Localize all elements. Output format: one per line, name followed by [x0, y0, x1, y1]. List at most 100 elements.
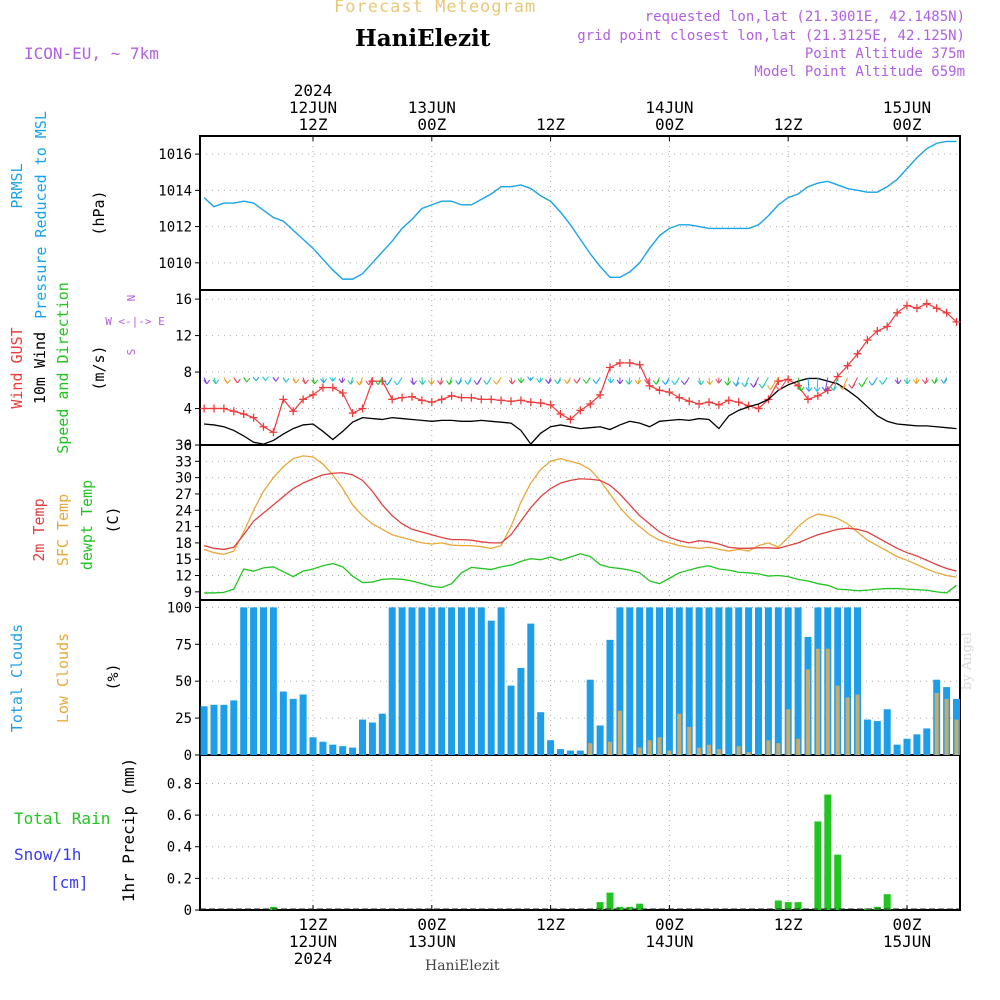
gust-marker	[625, 358, 634, 367]
wind-direction-arrow	[582, 377, 591, 384]
snow-unit-label: [cm]	[50, 873, 89, 892]
gust-marker	[596, 390, 605, 399]
gust-marker	[566, 415, 575, 424]
total-cloud-bar	[487, 620, 495, 755]
bottom-time-label: 12Z	[536, 915, 565, 934]
wind-direction-arrow	[302, 377, 309, 385]
total-cloud-bar	[576, 750, 584, 755]
low-cloud-bar	[855, 694, 860, 755]
gust-marker	[863, 336, 872, 345]
rain-bar	[269, 906, 277, 910]
bottom-time-label: 00Z	[417, 915, 446, 934]
wind-direction-arrow	[616, 377, 624, 385]
gust-marker	[794, 381, 803, 390]
y-tick-label: 0.4	[167, 840, 192, 856]
y-tick-label: 36	[175, 438, 192, 454]
gust-marker	[388, 395, 397, 404]
gust-marker	[813, 391, 822, 400]
total-cloud-bar	[210, 704, 218, 755]
bottom-time-label: 15JUN	[883, 932, 931, 951]
wind-direction-arrow	[545, 377, 552, 384]
temp2m-label: 2m Temp	[30, 498, 48, 561]
wind-direction-arrow	[563, 377, 571, 384]
gust-marker	[249, 413, 258, 422]
bottom-time-label: 00Z	[893, 915, 922, 934]
wind-direction-arrow	[750, 377, 759, 388]
temp-unit: (C)	[104, 506, 122, 533]
total-cloud-bar	[626, 607, 634, 755]
top-time-label: 00Z	[655, 115, 684, 134]
wind-direction-arrow	[767, 377, 779, 390]
precip-unit-label: 1hr Precip (mm)	[119, 758, 138, 903]
gust-marker	[210, 404, 218, 413]
total-cloud-bar	[329, 744, 337, 755]
pressure-line	[203, 140, 957, 280]
total-cloud-bar	[715, 607, 723, 755]
wind-direction-arrow	[212, 377, 220, 385]
gust-marker	[318, 383, 327, 392]
total-cloud-bar	[755, 607, 762, 755]
gust-marker	[536, 399, 545, 408]
gust-marker	[655, 386, 664, 395]
gust-marker	[952, 317, 961, 326]
total-cloud-bar	[507, 685, 515, 755]
gust-label: Wind GUST	[8, 327, 26, 408]
bottom-time-label: 12Z	[299, 915, 328, 934]
total-cloud-bar	[794, 607, 802, 755]
total-cloud-bar	[517, 667, 525, 755]
total-cloud-bar	[230, 700, 238, 755]
total-cloud-bar	[309, 737, 317, 755]
low-cloud-bar	[806, 669, 810, 755]
wind-direction-arrow	[697, 377, 705, 386]
gust-marker	[289, 407, 298, 416]
low-cloud-bar	[707, 744, 711, 755]
rain-bar	[834, 854, 842, 910]
gust-marker	[477, 395, 486, 404]
gust-marker	[675, 393, 684, 402]
top-time-label: 15JUN	[883, 98, 931, 117]
gust-marker	[408, 392, 416, 401]
low-clouds-label: Low Clouds	[54, 633, 72, 723]
gust-marker	[685, 397, 694, 406]
snow-label: Snow/1h	[14, 845, 81, 864]
gust-marker	[912, 304, 921, 313]
wind-direction-arrow	[223, 377, 231, 384]
wind-direction-arrow	[848, 377, 858, 389]
gust-marker	[724, 396, 733, 405]
top-time-label: 12Z	[299, 115, 328, 134]
wind-direction-arrow	[592, 377, 601, 384]
gust-marker	[853, 349, 862, 358]
y-tick-label: 18	[175, 536, 192, 552]
wind-direction-arrow	[446, 377, 453, 385]
wind-direction-arrow	[428, 377, 435, 385]
total-cloud-bar	[784, 607, 792, 755]
gust-marker	[219, 404, 228, 413]
top-time-label: 13JUN	[408, 98, 456, 117]
wind-dir-label: Speed and Direction	[54, 282, 72, 454]
wind-direction-arrow	[493, 377, 502, 385]
gust-marker	[309, 390, 317, 399]
y-tick-label: 0	[184, 438, 192, 454]
rain-bar	[636, 903, 644, 910]
gust-marker	[259, 422, 268, 431]
wind-direction-arrow	[931, 377, 938, 384]
gust-marker	[705, 398, 713, 407]
gust-marker	[358, 404, 367, 413]
wind-label: 10m Wind	[31, 332, 49, 404]
gust-marker	[299, 395, 308, 404]
panel-frame-pressure	[199, 135, 961, 291]
y-tick-label: 24	[175, 503, 192, 519]
y-tick-label: 1016	[158, 147, 192, 163]
wind-direction-arrow	[741, 377, 750, 388]
low-cloud-bar	[716, 749, 721, 755]
gust-marker	[695, 399, 704, 408]
gust-marker	[922, 299, 931, 308]
gust-marker	[615, 358, 624, 367]
y-tick-label: 27	[175, 487, 192, 503]
total-cloud-bar	[834, 607, 842, 755]
y-tick-label: 1010	[158, 256, 192, 272]
total-cloud-bar	[695, 607, 703, 755]
wind-direction-arrow	[437, 377, 444, 385]
gust-marker	[526, 398, 535, 407]
